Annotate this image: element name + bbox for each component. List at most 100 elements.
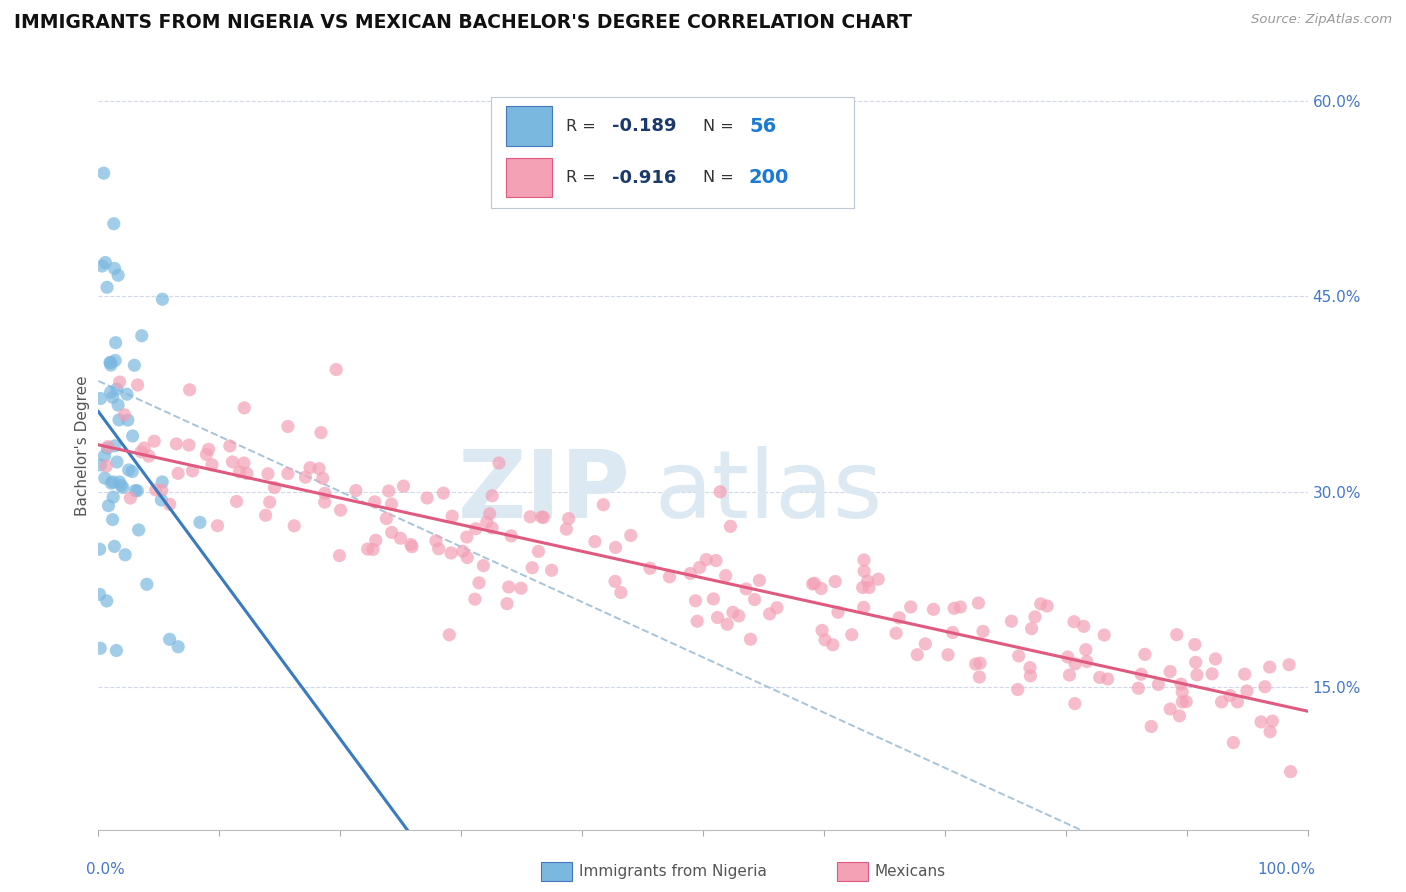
- Point: [107, 268, 129, 283]
- Point: [1254, 680, 1277, 694]
- Point: [121, 465, 143, 479]
- Point: [685, 593, 707, 607]
- Point: [456, 550, 478, 565]
- Point: [702, 591, 724, 606]
- Text: N =: N =: [703, 119, 740, 134]
- Point: [583, 534, 606, 549]
- Point: [969, 656, 991, 670]
- Point: [356, 542, 378, 557]
- Point: [207, 518, 229, 533]
- Point: [727, 608, 749, 623]
- Point: [145, 483, 167, 497]
- Point: [592, 498, 614, 512]
- Point: [638, 561, 661, 575]
- Point: [1128, 681, 1150, 696]
- Point: [392, 479, 415, 493]
- Point: [314, 495, 336, 509]
- FancyBboxPatch shape: [492, 97, 855, 208]
- Point: [1092, 628, 1115, 642]
- Point: [89, 587, 111, 601]
- Point: [679, 566, 702, 581]
- Point: [841, 628, 863, 642]
- Point: [110, 478, 132, 492]
- Point: [277, 419, 299, 434]
- Point: [254, 508, 277, 523]
- Point: [101, 390, 124, 404]
- Text: R =: R =: [567, 119, 602, 134]
- Point: [188, 516, 211, 530]
- Point: [969, 670, 991, 684]
- Point: [557, 511, 579, 525]
- Point: [107, 398, 129, 412]
- Point: [943, 601, 966, 615]
- Point: [108, 475, 131, 489]
- Point: [138, 449, 160, 463]
- Point: [1205, 652, 1227, 666]
- Point: [167, 467, 190, 481]
- Point: [93, 449, 115, 463]
- Point: [364, 533, 387, 548]
- Point: [814, 632, 837, 647]
- Point: [117, 413, 139, 427]
- Point: [377, 483, 399, 498]
- Point: [167, 640, 190, 654]
- Y-axis label: Bachelor's Degree: Bachelor's Degree: [75, 376, 90, 516]
- Point: [456, 530, 478, 544]
- Text: 56: 56: [749, 117, 776, 136]
- Point: [468, 575, 491, 590]
- Point: [197, 442, 219, 457]
- Point: [309, 425, 332, 440]
- Point: [949, 599, 972, 614]
- Point: [519, 509, 541, 524]
- Point: [714, 568, 737, 582]
- Point: [852, 553, 875, 567]
- Point: [695, 552, 717, 566]
- Point: [451, 544, 474, 558]
- Point: [381, 525, 404, 540]
- Point: [689, 560, 711, 574]
- Point: [1007, 682, 1029, 697]
- Point: [129, 445, 152, 459]
- Point: [143, 434, 166, 449]
- Point: [856, 574, 879, 588]
- Point: [716, 617, 738, 632]
- Point: [1159, 665, 1181, 679]
- Point: [658, 570, 681, 584]
- Point: [308, 461, 330, 475]
- Point: [740, 632, 762, 647]
- Point: [103, 217, 125, 231]
- Point: [96, 459, 118, 474]
- Point: [1097, 672, 1119, 686]
- Text: Source: ZipAtlas.com: Source: ZipAtlas.com: [1251, 13, 1392, 27]
- Text: -0.916: -0.916: [613, 169, 676, 186]
- Point: [432, 486, 454, 500]
- Point: [225, 494, 247, 508]
- Point: [233, 401, 256, 415]
- Point: [1170, 677, 1192, 691]
- Point: [464, 522, 486, 536]
- Point: [905, 648, 928, 662]
- Point: [221, 455, 243, 469]
- Point: [686, 614, 709, 628]
- Point: [603, 574, 626, 589]
- Point: [522, 560, 544, 574]
- Point: [721, 605, 744, 619]
- Point: [1184, 638, 1206, 652]
- Point: [942, 625, 965, 640]
- Point: [811, 624, 834, 638]
- Point: [1222, 736, 1244, 750]
- Point: [1166, 628, 1188, 642]
- Point: [93, 166, 115, 180]
- Point: [1258, 724, 1281, 739]
- Point: [195, 447, 218, 461]
- Point: [967, 596, 990, 610]
- Point: [735, 582, 758, 596]
- Point: [105, 455, 128, 469]
- Point: [165, 437, 187, 451]
- Point: [510, 581, 533, 595]
- Point: [555, 522, 578, 536]
- Point: [441, 509, 464, 524]
- Point: [1261, 714, 1284, 728]
- Point: [1133, 648, 1156, 662]
- Point: [100, 358, 122, 372]
